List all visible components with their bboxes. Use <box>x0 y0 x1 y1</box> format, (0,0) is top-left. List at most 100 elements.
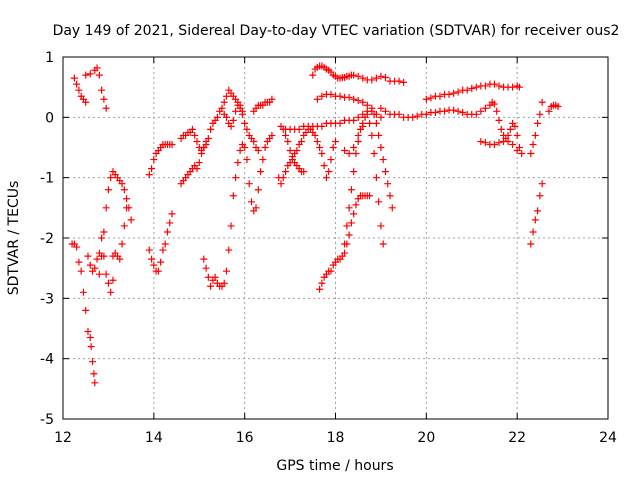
series-arc-9 <box>177 86 262 188</box>
data-point-marker <box>297 137 305 145</box>
data-point-marker <box>347 186 355 194</box>
data-point-marker <box>354 137 362 145</box>
data-point-marker <box>490 100 498 108</box>
data-point-marker <box>100 228 108 236</box>
series-arc-6 <box>109 204 131 263</box>
data-point-marker <box>243 125 251 133</box>
x-axis-label: GPS time / hours <box>276 458 393 474</box>
data-point-marker <box>195 159 203 167</box>
data-point-marker <box>386 192 394 200</box>
data-point-marker <box>123 204 131 212</box>
data-point-marker <box>218 104 226 112</box>
x-tick-label: 22 <box>508 430 526 446</box>
data-point-marker <box>82 98 90 106</box>
data-point-marker <box>98 86 106 94</box>
data-point-marker <box>409 113 417 121</box>
data-point-marker <box>154 267 162 275</box>
data-point-marker <box>148 165 156 173</box>
data-point-marker <box>381 74 389 82</box>
data-point-marker <box>241 119 249 127</box>
data-point-marker <box>354 72 362 80</box>
data-point-marker <box>193 137 201 145</box>
data-point-marker <box>345 204 353 212</box>
chart-title: Day 149 of 2021, Sidereal Day-to-day VTE… <box>53 23 620 39</box>
data-point-marker <box>445 90 453 98</box>
data-point-marker <box>254 186 262 194</box>
data-point-marker <box>284 137 292 145</box>
data-point-marker <box>229 192 237 200</box>
data-point-marker <box>359 74 367 82</box>
data-point-marker <box>363 101 371 109</box>
data-point-marker <box>225 246 233 254</box>
data-point-marker <box>157 258 165 266</box>
data-point-marker <box>93 64 101 72</box>
series-arc-2 <box>70 74 90 106</box>
data-point-marker <box>477 137 485 145</box>
data-point-marker <box>220 98 228 106</box>
data-point-marker <box>354 131 362 139</box>
data-point-marker <box>150 261 158 269</box>
data-point-marker <box>336 92 344 100</box>
data-point-marker <box>84 252 92 260</box>
data-point-marker <box>95 71 103 79</box>
data-point-marker <box>98 252 106 260</box>
data-point-marker <box>200 144 208 151</box>
x-tick-label: 24 <box>599 430 617 446</box>
data-point-marker <box>118 240 126 248</box>
data-point-marker <box>341 249 349 257</box>
data-point-marker <box>370 110 378 118</box>
data-point-marker <box>168 140 176 148</box>
data-point-marker <box>161 240 169 248</box>
data-point-marker <box>166 219 174 227</box>
data-point-marker <box>515 83 523 91</box>
data-point-marker <box>506 125 514 133</box>
data-point-marker <box>545 107 553 115</box>
data-point-marker <box>509 83 517 91</box>
data-point-marker <box>341 240 349 248</box>
data-point-marker <box>327 156 335 164</box>
x-tick-label: 14 <box>145 430 163 446</box>
data-point-marker <box>332 137 339 145</box>
data-point-marker <box>388 204 396 212</box>
data-point-marker <box>481 104 489 112</box>
data-point-marker <box>370 150 378 158</box>
data-point-marker <box>534 119 542 127</box>
data-point-marker <box>202 137 210 145</box>
data-point-marker <box>495 82 503 90</box>
data-point-marker <box>320 162 328 170</box>
y-tick-label: -5 <box>40 412 54 428</box>
data-point-marker <box>441 107 448 115</box>
data-point-marker <box>102 270 110 278</box>
series-arc-13 <box>250 95 276 115</box>
data-point-marker <box>95 270 103 278</box>
series-arc-17 <box>309 62 408 86</box>
data-point-marker <box>116 255 124 263</box>
data-point-marker <box>463 86 471 94</box>
series-arc-4 <box>84 234 117 296</box>
data-point-marker <box>220 279 228 287</box>
data-point-marker <box>89 358 97 366</box>
data-point-marker <box>261 144 269 151</box>
data-point-marker <box>327 267 335 275</box>
data-point-marker <box>336 119 344 127</box>
data-point-marker <box>279 174 287 182</box>
series-arc-24 <box>477 137 521 155</box>
y-tick-label: -1 <box>40 171 54 187</box>
series-arc-1 <box>68 240 99 387</box>
data-point-marker <box>313 95 321 103</box>
x-tick-label: 18 <box>327 430 345 446</box>
data-point-marker <box>377 222 385 230</box>
data-point-marker <box>282 168 290 176</box>
data-point-marker <box>536 192 544 200</box>
data-point-marker <box>345 150 353 158</box>
data-point-marker <box>495 116 503 124</box>
data-point-marker <box>188 125 196 133</box>
data-point-marker <box>293 147 301 155</box>
data-point-marker <box>536 110 544 118</box>
data-point-marker <box>318 92 326 100</box>
data-point-marker <box>352 150 360 158</box>
data-point-marker <box>477 107 485 115</box>
grid-lines <box>63 57 608 419</box>
data-point-marker <box>102 104 110 112</box>
data-point-marker <box>427 94 435 102</box>
